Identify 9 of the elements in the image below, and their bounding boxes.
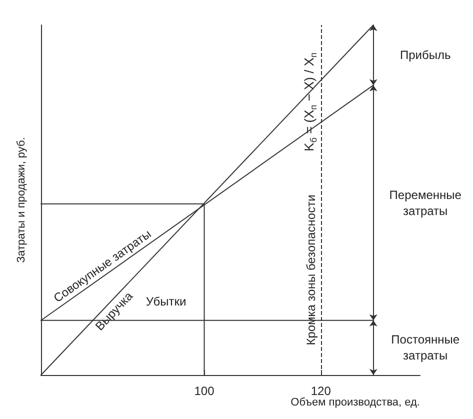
annotation: Прибыль: [400, 48, 451, 62]
annotation: Постоянные затраты: [391, 332, 460, 363]
annotation: Убытки: [146, 294, 186, 308]
y-axis-title: Затраты и продажи, руб.: [16, 137, 28, 263]
annotation: Переменные затраты: [389, 188, 462, 218]
x-axis-title: Объем производства, ед.: [290, 396, 420, 408]
x-tick-label: 120: [310, 384, 332, 398]
x-tick-label: 100: [194, 384, 215, 398]
ref-line-label: Кромка зоны безопасности: [304, 194, 318, 346]
